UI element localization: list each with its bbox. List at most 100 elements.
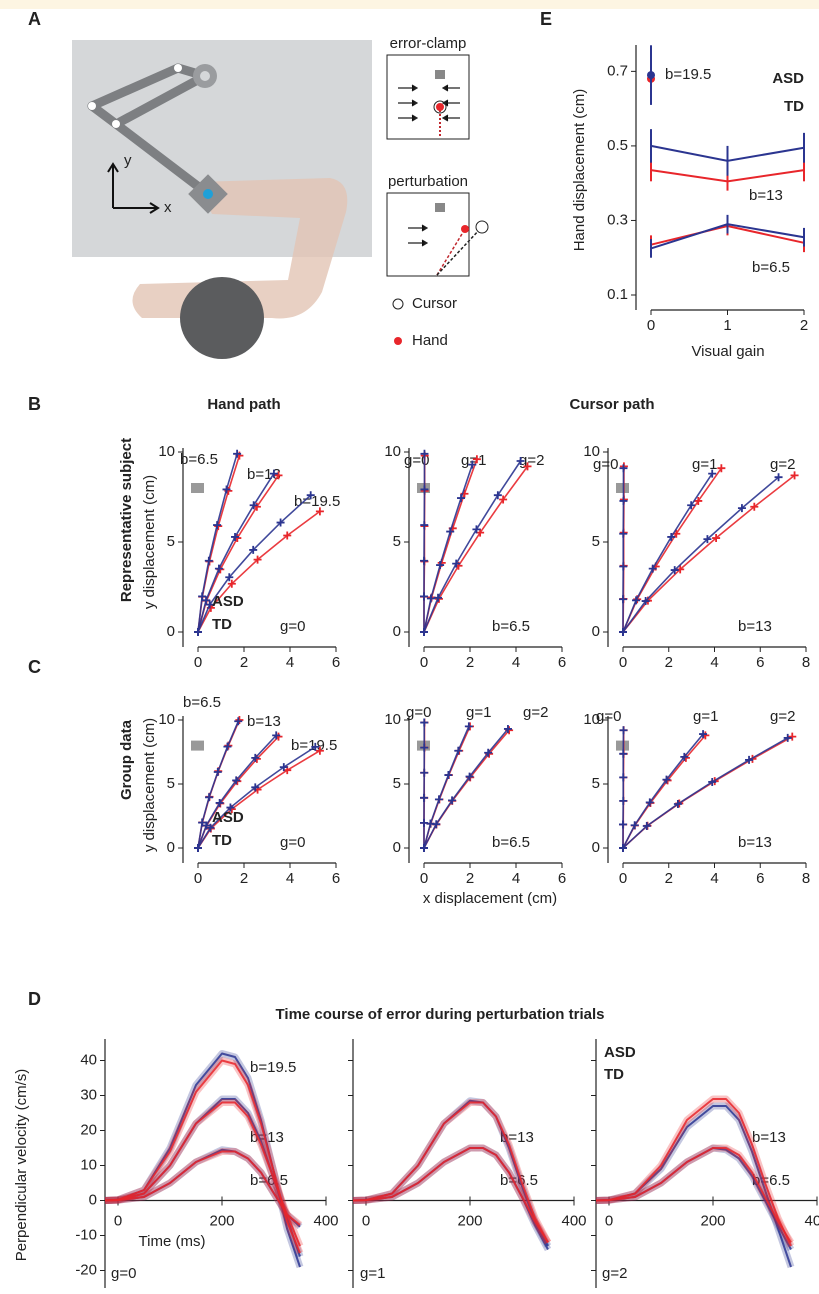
y-tick-label: 10 bbox=[384, 711, 401, 728]
annotation: b=6.5 bbox=[183, 694, 221, 711]
marker bbox=[249, 501, 258, 510]
y-tick-label: 5 bbox=[167, 533, 175, 550]
marker bbox=[630, 821, 639, 830]
marker bbox=[253, 555, 262, 564]
marker bbox=[645, 798, 654, 807]
marker bbox=[687, 501, 696, 510]
marker bbox=[499, 495, 508, 504]
path bbox=[436, 228, 466, 276]
annotation: g=2 bbox=[523, 704, 548, 721]
line bbox=[595, 1098, 792, 1247]
y-tick-label: 10 bbox=[158, 443, 175, 460]
marker bbox=[420, 844, 428, 852]
y-tick-label: 0.3 bbox=[607, 211, 628, 228]
marker bbox=[205, 793, 214, 802]
cursor bbox=[475, 220, 489, 234]
marker bbox=[276, 518, 285, 527]
y-tick-label: 0 bbox=[167, 839, 175, 856]
x-axis-label: Time (ms) bbox=[139, 1233, 206, 1250]
x-tick-label: 4 bbox=[286, 654, 294, 671]
path bbox=[436, 227, 482, 276]
robot-joint bbox=[174, 64, 182, 72]
legend-hand bbox=[394, 337, 402, 345]
marker bbox=[279, 763, 288, 772]
force-arrows bbox=[408, 224, 429, 247]
annotation: b=6.5 bbox=[180, 451, 218, 468]
marker bbox=[420, 556, 428, 565]
marker bbox=[311, 742, 320, 751]
marker bbox=[619, 820, 627, 829]
x-tick-label: 6 bbox=[558, 870, 566, 887]
marker bbox=[436, 561, 445, 570]
x-tick-label: 0 bbox=[194, 870, 202, 887]
annotation: g=0 bbox=[406, 704, 431, 721]
y-tick-label: 0 bbox=[393, 839, 401, 856]
marker bbox=[420, 449, 429, 458]
marker bbox=[213, 767, 222, 776]
marker bbox=[446, 527, 455, 536]
box-label: error-clamp bbox=[390, 35, 467, 52]
robot-joint bbox=[88, 102, 96, 110]
y-tick-label: 20 bbox=[80, 1121, 97, 1138]
marker bbox=[464, 722, 473, 731]
annotation: b=13 bbox=[247, 713, 281, 730]
marker bbox=[235, 716, 244, 724]
marker bbox=[774, 473, 783, 482]
arm bbox=[132, 178, 348, 319]
box bbox=[386, 54, 470, 140]
marker bbox=[232, 776, 241, 785]
annotation: b=13 bbox=[738, 618, 772, 635]
marker bbox=[619, 773, 628, 782]
y-axis-label: y displacement (cm) bbox=[141, 718, 158, 852]
marker bbox=[420, 793, 428, 802]
top-strip bbox=[0, 0, 819, 9]
error-band bbox=[104, 1099, 304, 1248]
marker bbox=[750, 502, 759, 511]
annotation: g=0 bbox=[280, 834, 305, 851]
marker bbox=[202, 821, 211, 830]
annotation: g=2 bbox=[519, 452, 544, 469]
path-line bbox=[622, 733, 704, 849]
line bbox=[104, 1150, 301, 1226]
marker bbox=[788, 732, 797, 741]
annotation: b=6.5 bbox=[492, 618, 530, 635]
axis-label: y bbox=[124, 152, 132, 169]
marker bbox=[632, 596, 641, 605]
marker bbox=[194, 628, 202, 636]
target bbox=[417, 483, 430, 493]
marker bbox=[680, 752, 689, 761]
x-tick-label: 6 bbox=[332, 654, 340, 671]
legend-label: ASD bbox=[604, 1044, 636, 1061]
marker bbox=[227, 579, 236, 588]
path-line bbox=[622, 737, 789, 849]
x-tick-label: 2 bbox=[665, 870, 673, 887]
line bbox=[595, 1147, 792, 1244]
marker bbox=[215, 798, 224, 807]
marker bbox=[465, 772, 474, 781]
y-tick-label: 0 bbox=[592, 839, 600, 856]
annotation: g=1 bbox=[693, 708, 718, 725]
y-tick-label: 10 bbox=[384, 443, 401, 460]
x-tick-label: 6 bbox=[332, 870, 340, 887]
path-line bbox=[423, 729, 510, 849]
marker bbox=[642, 821, 651, 830]
x-tick-label: 200 bbox=[457, 1212, 482, 1229]
legend-label: ASD bbox=[772, 70, 804, 87]
marker bbox=[205, 600, 214, 609]
panel-label: A bbox=[28, 9, 41, 29]
y-tick-label: 0 bbox=[167, 623, 175, 640]
force-arrows bbox=[398, 84, 460, 122]
marker bbox=[673, 799, 682, 808]
marker bbox=[468, 460, 477, 469]
annotation: b=6.5 bbox=[492, 834, 530, 851]
marker bbox=[619, 726, 628, 735]
legend-cursor bbox=[392, 298, 404, 310]
marker bbox=[745, 755, 754, 764]
robot-joint bbox=[200, 71, 210, 81]
y-tick-label: -20 bbox=[75, 1261, 97, 1278]
point bbox=[647, 71, 655, 80]
marker bbox=[202, 596, 211, 605]
annotation: b=6.5 bbox=[752, 259, 790, 276]
marker bbox=[619, 464, 628, 473]
marker bbox=[251, 753, 260, 762]
